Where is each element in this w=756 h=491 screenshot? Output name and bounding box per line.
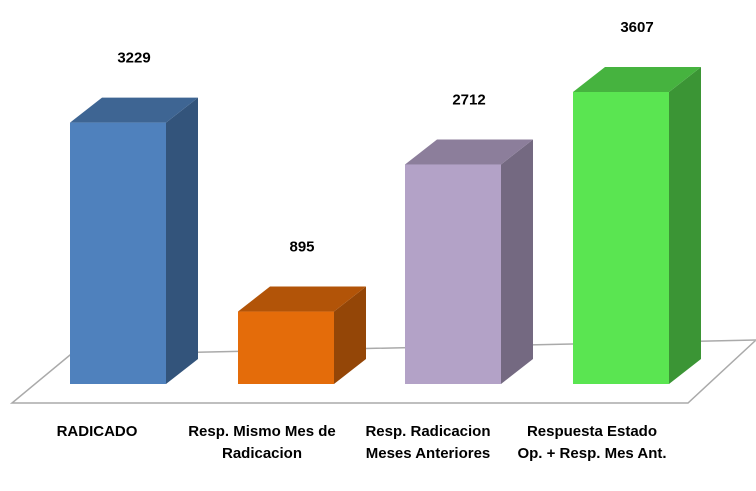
value-label: 3229 (117, 50, 150, 67)
value-label: 2712 (452, 91, 485, 108)
bar-side (334, 286, 366, 384)
value-label: 895 (289, 239, 314, 256)
bar-side (669, 67, 701, 384)
x-tick-label: Resp. Mismo Mes de Radicacion (188, 423, 336, 462)
bar (238, 311, 334, 384)
bar-top (573, 67, 701, 92)
bar-side (166, 97, 198, 385)
x-tick-label: Resp. Radicacion Meses Anteriores (365, 423, 491, 462)
bar-top (405, 139, 533, 165)
x-tick-label: RADICADO (56, 423, 138, 440)
bar-top (70, 97, 198, 123)
x-tick-label: Respuesta Estado Op. + Resp. Mes Ant. (517, 423, 667, 462)
bar-top (238, 286, 366, 312)
bar (405, 164, 501, 384)
value-label: 3607 (620, 19, 653, 36)
bar (573, 92, 669, 384)
bar (70, 122, 166, 385)
bar-side (501, 139, 533, 384)
